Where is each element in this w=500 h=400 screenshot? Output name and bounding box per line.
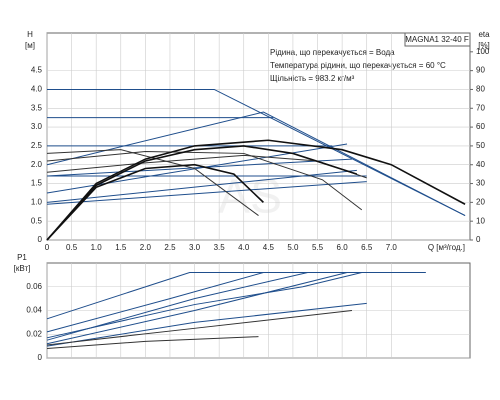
y-unit: [кВт]	[14, 264, 31, 273]
curve	[46, 151, 363, 211]
curve	[46, 272, 348, 345]
annotation: Рідина, що перекачується = Вода	[270, 48, 395, 57]
y-tick-label: 2.5	[31, 141, 43, 150]
y2-tick-label: 90	[476, 66, 485, 75]
y-tick-label: 0.04	[26, 306, 42, 315]
curve	[46, 169, 357, 203]
y-tick-label: 4.5	[31, 66, 43, 75]
y-label: H	[27, 30, 33, 39]
curve	[47, 88, 466, 216]
curve	[46, 302, 367, 347]
curve	[46, 158, 352, 177]
x-tick-label: 6.0	[337, 243, 349, 252]
y-tick-label: 0.06	[26, 282, 42, 291]
y-tick-label: 1.0	[31, 197, 43, 206]
curve	[46, 149, 259, 216]
y-tick-label: 1.5	[31, 179, 43, 188]
curve	[46, 111, 466, 216]
curve	[46, 163, 264, 241]
y2-label: eta	[478, 30, 490, 39]
y-tick-label: 0	[38, 353, 43, 362]
x-tick-label: 2.5	[164, 243, 176, 252]
y-tick-label: 0	[38, 235, 43, 244]
curve	[46, 272, 362, 339]
x-tick-label: 3.5	[214, 243, 226, 252]
x-tick-label: 0	[45, 243, 50, 252]
y2-tick-label: 10	[476, 216, 485, 225]
x-tick-label: 6.5	[361, 243, 373, 252]
y-tick-label: 0.5	[31, 216, 43, 225]
curve	[46, 272, 426, 320]
x-tick-label: 1.0	[91, 243, 103, 252]
y2-tick-label: 60	[476, 122, 485, 131]
y2-tick-label: 70	[476, 103, 485, 112]
y2-tick-label: 50	[476, 141, 485, 150]
curve	[46, 181, 367, 205]
y2-tick-label: 30	[476, 179, 485, 188]
curve	[46, 336, 259, 349]
curve	[46, 145, 358, 241]
y2-tick-label: 20	[476, 197, 485, 206]
x-label: Q [м³/год.]	[428, 243, 465, 252]
curve	[46, 272, 426, 333]
y2-tick-label: 40	[476, 160, 485, 169]
x-tick-label: 3.0	[189, 243, 201, 252]
y-tick-label: 0.02	[26, 329, 42, 338]
x-tick-label: 4.0	[238, 243, 250, 252]
x-tick-label: 7.0	[386, 243, 398, 252]
y-tick-label: 3.5	[31, 103, 43, 112]
x-tick-label: 4.5	[263, 243, 275, 252]
x-tick-label: 2.0	[140, 243, 152, 252]
title-box	[404, 32, 471, 47]
x-tick-label: 0.5	[66, 243, 78, 252]
curve	[46, 139, 466, 241]
y2-tick-label: 80	[476, 85, 485, 94]
y-label: P1	[17, 253, 27, 262]
y-tick-label: 2.0	[31, 160, 43, 169]
annotation: Температура рідини, що перекачується = 6…	[270, 61, 446, 70]
annotation: Щільність = 983.2 кг/м³	[270, 74, 355, 83]
x-tick-label: 5.5	[312, 243, 324, 252]
y2-tick-label: 0	[476, 235, 481, 244]
x-tick-label: 5.0	[287, 243, 299, 252]
curve	[46, 310, 353, 346]
y-tick-label: 3.0	[31, 122, 43, 131]
y-unit: [м]	[25, 41, 35, 50]
chart-title: MAGNA1 32-40 F	[405, 35, 469, 44]
y2-unit: [%]	[478, 41, 490, 50]
y2-tick-label: 100	[476, 47, 490, 56]
y-tick-label: 4.0	[31, 85, 43, 94]
x-tick-label: 1.5	[115, 243, 127, 252]
